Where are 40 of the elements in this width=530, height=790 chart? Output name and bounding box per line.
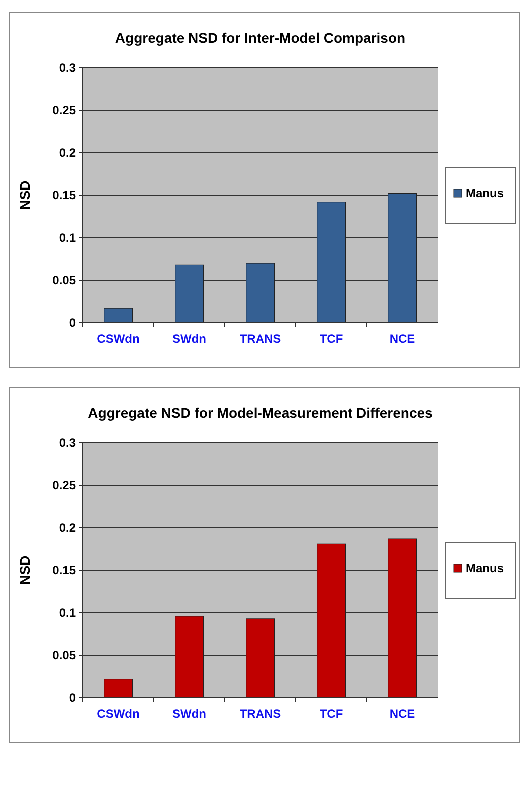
bar <box>317 544 346 698</box>
x-tick-label: TRANS <box>240 332 282 346</box>
y-tick-label: 0 <box>69 691 76 706</box>
bar <box>388 194 417 324</box>
x-tick-label: TCF <box>320 707 344 721</box>
y-tick-label: 0.25 <box>52 104 76 118</box>
bar <box>388 538 417 698</box>
bar <box>175 616 204 698</box>
y-tick-label: 0.1 <box>59 231 76 246</box>
y-tick-label: 0.3 <box>59 61 76 76</box>
chart-title: Aggregate NSD for Model-Measurement Differences <box>88 405 434 421</box>
chart-title: Aggregate NSD for Inter-Model Comparison <box>115 30 406 46</box>
x-tick-label: SWdn <box>172 332 206 346</box>
y-tick-label: 0.15 <box>52 564 76 578</box>
x-tick-label: NCE <box>390 332 416 346</box>
bar <box>317 202 346 324</box>
x-tick-label: SWdn <box>172 707 206 721</box>
bar <box>104 308 133 324</box>
y-tick-label: 0.2 <box>59 146 76 160</box>
x-tick-label: TRANS <box>240 707 282 721</box>
y-tick-label: 0.15 <box>52 188 76 203</box>
y-tick-label: 0.1 <box>59 606 76 620</box>
y-tick-label: 0 <box>69 316 76 330</box>
y-tick-label: 0.05 <box>52 274 76 288</box>
y-tick-label: 0.2 <box>59 521 76 536</box>
bar <box>246 618 275 698</box>
x-tick-label: NCE <box>390 707 416 721</box>
legend-label: Manus <box>466 562 504 576</box>
y-tick-label: 0.25 <box>52 478 76 493</box>
legend-label: Manus <box>466 186 504 201</box>
x-tick-label: CSWdn <box>97 332 140 346</box>
y-tick-label: 0.05 <box>52 648 76 663</box>
bar <box>246 263 275 324</box>
y-axis-title: NSD <box>17 180 33 210</box>
bar <box>104 679 133 698</box>
bar <box>175 264 204 324</box>
y-axis-title: NSD <box>17 556 33 586</box>
y-tick-label: 0.3 <box>59 436 76 450</box>
x-tick-label: CSWdn <box>97 707 140 721</box>
x-tick-label: TCF <box>320 332 344 346</box>
